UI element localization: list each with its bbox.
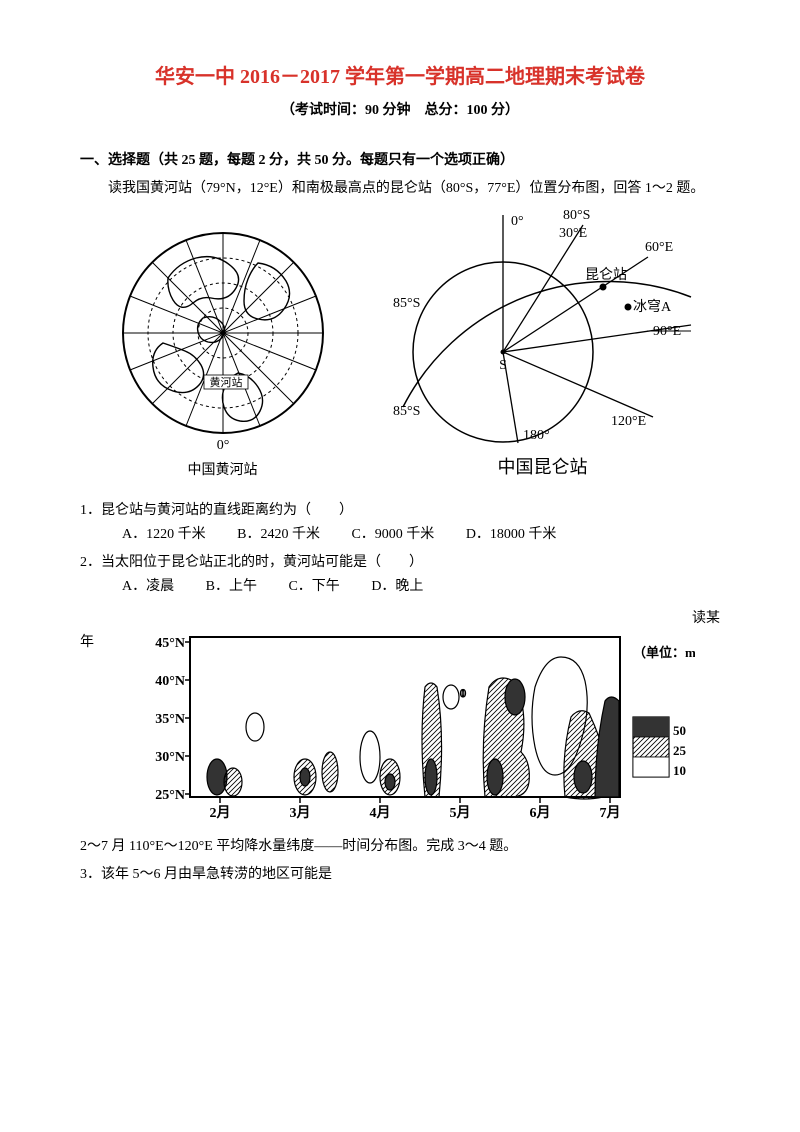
ytick-4: 25°N bbox=[155, 788, 185, 803]
lon-60: 60°E bbox=[645, 240, 673, 255]
chart-unit: （单位：mm） bbox=[633, 645, 695, 660]
xtick-3: 5月 bbox=[450, 805, 471, 821]
lon-180: 180° bbox=[523, 428, 550, 443]
chart-lead-left: 年 bbox=[80, 627, 110, 651]
huanghe-station-label: 黄河站 bbox=[209, 375, 242, 389]
xtick-0: 2月 bbox=[210, 805, 231, 821]
lon-120: 120°E bbox=[611, 414, 646, 429]
lon-30: 30°E bbox=[559, 226, 587, 241]
intro-text-2: 2～7 月 110°E～120°E 平均降水量纬度——时间分布图。完成 3～4 … bbox=[80, 835, 720, 855]
ytick-0: 45°N bbox=[155, 636, 185, 651]
precip-chart-row-2: 年 45°N 40°N 35°N 30°N 25°N 2月 bbox=[80, 627, 720, 827]
zero-label: 0 bbox=[460, 686, 466, 700]
antarctic-caption: 中国昆仑站 bbox=[498, 453, 588, 479]
q2-opt-b: B．上午 bbox=[206, 575, 257, 595]
question-1: 1．昆仑站与黄河站的直线距离约为（ ） A．1220 千米 B．2420 千米 … bbox=[80, 499, 720, 543]
q2-opt-d: D．晚上 bbox=[371, 575, 423, 595]
arctic-map-block: 黄河站 0° 中国黄河站 bbox=[108, 223, 338, 479]
arctic-0-label: 0° bbox=[216, 438, 229, 453]
precip-chart-row: 读某 bbox=[80, 603, 720, 627]
xtick-1: 3月 bbox=[290, 805, 311, 821]
lat-85s-left-top: 85°S bbox=[393, 296, 420, 311]
antarctic-map-svg: S 0° 30°E 60°E 90°E 120°E 180° 80°S 85°S bbox=[393, 207, 693, 447]
lat-80s-top: 80°S bbox=[563, 208, 590, 223]
kunlun-label: 昆仑站 bbox=[585, 267, 627, 283]
xtick-4: 6月 bbox=[530, 805, 551, 821]
q2-stem: 2．当太阳位于昆仑站正北的时，黄河站可能是（ ） bbox=[80, 551, 720, 571]
q2-opt-a: A．凌晨 bbox=[122, 575, 174, 595]
q1-opt-c: C．9000 千米 bbox=[351, 523, 434, 543]
q3-stem: 3．该年 5～6 月由旱急转涝的地区可能是 bbox=[80, 863, 720, 883]
q2-options: A．凌晨 B．上午 C．下午 D．晚上 bbox=[122, 575, 720, 595]
exam-title: 华安一中 2016－2017 学年第一学期高二地理期末考试卷 bbox=[80, 60, 720, 89]
q2-opt-c: C．下午 bbox=[288, 575, 339, 595]
q1-stem: 1．昆仑站与黄河站的直线距离约为（ ） bbox=[80, 499, 720, 519]
xtick-5: 7月 bbox=[600, 805, 621, 821]
question-2: 2．当太阳位于昆仑站正北的时，黄河站可能是（ ） A．凌晨 B．上午 C．下午 … bbox=[80, 551, 720, 595]
domeA-label: 冰穹A bbox=[633, 299, 672, 315]
chart-lead-right: 读某 bbox=[690, 603, 720, 627]
lon-0: 0° bbox=[511, 214, 524, 229]
lat-85s-left-bot: 85°S bbox=[393, 404, 420, 419]
arctic-caption: 中国黄河站 bbox=[188, 459, 258, 479]
intro-text-1: 读我国黄河站（79°N，12°E）和南极最高点的昆仑站（80°S，77°E）位置… bbox=[80, 177, 720, 197]
exam-subtitle: （考试时间：90 分钟 总分：100 分） bbox=[80, 99, 720, 119]
q1-opt-d: D．18000 千米 bbox=[466, 523, 557, 543]
q1-opt-a: A．1220 千米 bbox=[122, 523, 206, 543]
ytick-3: 30°N bbox=[155, 750, 185, 765]
question-3: 3．该年 5～6 月由旱急转涝的地区可能是 bbox=[80, 863, 720, 883]
xtick-2: 4月 bbox=[370, 805, 391, 821]
precip-chart-svg: 45°N 40°N 35°N 30°N 25°N 2月 3月 4月 5月 6月 bbox=[135, 627, 695, 827]
legend-10: 10 bbox=[673, 763, 686, 778]
maps-row: 黄河站 0° 中国黄河站 S 0° 30° bbox=[80, 207, 720, 479]
legend-25: 25 bbox=[673, 743, 687, 758]
q1-options: A．1220 千米 B．2420 千米 C．9000 千米 D．18000 千米 bbox=[122, 523, 720, 543]
section-heading: 一、选择题（共 25 题，每题 2 分，共 50 分。每题只有一个选项正确） bbox=[80, 149, 720, 169]
chart-legend: 50 25 10 bbox=[633, 717, 687, 778]
antarctic-map-block: S 0° 30°E 60°E 90°E 120°E 180° 80°S 85°S bbox=[393, 207, 693, 479]
legend-50: 50 bbox=[673, 723, 686, 738]
ytick-1: 40°N bbox=[155, 674, 185, 689]
ytick-2: 35°N bbox=[155, 712, 185, 727]
q1-opt-b: B．2420 千米 bbox=[237, 523, 320, 543]
arctic-map-svg: 黄河站 0° bbox=[108, 223, 338, 453]
